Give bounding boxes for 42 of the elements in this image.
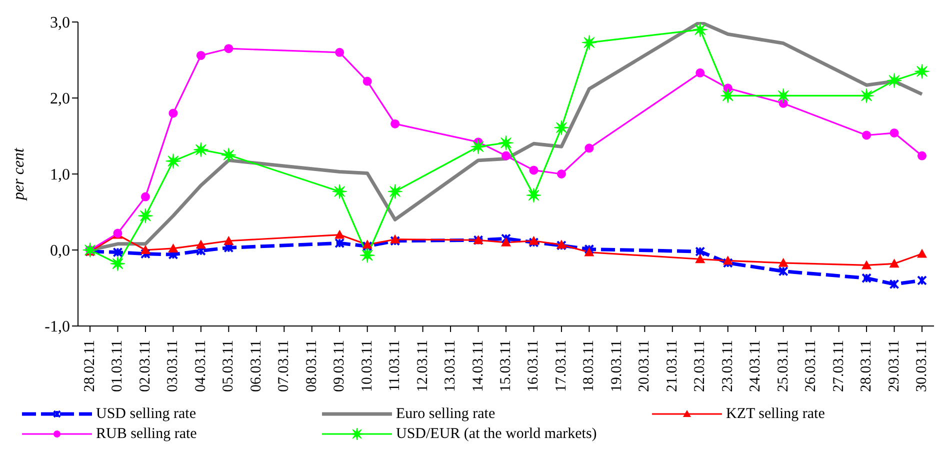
y-tick-label: 0,0	[50, 242, 70, 260]
x-tick-label: 11.03.11	[387, 340, 404, 392]
x-tick-label: 29.03.11	[886, 340, 902, 392]
x-tick-label: 22.03.11	[692, 340, 708, 392]
x-tick-label: 19.03.11	[608, 340, 625, 392]
legend-label: USD/EUR (at the world markets)	[396, 426, 597, 442]
x-tick-label: 14.03.11	[470, 340, 486, 392]
legend-label: USD selling rate	[96, 406, 196, 422]
x-tick-label: 03.03.11	[165, 340, 182, 392]
x-tick-label: 26.03.11	[803, 340, 820, 392]
x-tick-label: 17.03.11	[553, 340, 570, 392]
x-tick-label: 01.03.11	[110, 340, 126, 392]
y-tick-label: 1,0	[50, 166, 70, 184]
x-tick-label: 08.03.11	[304, 340, 320, 392]
x-tick-label: 27.03.11	[830, 340, 847, 392]
x-tick-label: 21.03.11	[664, 340, 680, 392]
x-tick-label: 28.02.11	[82, 340, 98, 392]
x-tick-label: 24.03.11	[748, 340, 764, 392]
x-tick-label: 13.03.11	[442, 340, 459, 392]
y-tick-label: -1,0	[44, 318, 70, 336]
x-tick-label: 10.03.11	[359, 340, 376, 392]
x-tick-label: 04.03.11	[192, 340, 209, 392]
y-axis-title: per cent	[10, 147, 28, 201]
x-tick-label: 12.03.11	[414, 340, 431, 392]
x-tick-label: 25.03.11	[775, 340, 792, 392]
y-tick-label: 2,0	[50, 90, 70, 108]
x-tick-label: 15.03.11	[498, 340, 514, 392]
legend-label: KZT selling rate	[726, 406, 825, 422]
x-tick-label: 16.03.11	[526, 340, 542, 392]
x-tick-label: 05.03.11	[220, 340, 237, 392]
x-tick-label: 30.03.11	[914, 340, 930, 392]
x-tick-label: 23.03.11	[720, 340, 736, 392]
x-tick-label: 20.03.11	[636, 340, 653, 392]
x-tick-label: 02.03.11	[137, 340, 154, 392]
x-tick-label: 06.03.11	[248, 340, 264, 392]
y-tick-label: 3,0	[50, 14, 70, 32]
legend-label: Euro selling rate	[396, 406, 496, 422]
x-tick-label: 18.03.11	[581, 340, 598, 392]
x-tick-label: 28.03.11	[858, 340, 875, 392]
x-tick-label: 09.03.11	[332, 340, 348, 392]
x-tick-label: 07.03.11	[276, 340, 292, 392]
legend-label: RUB selling rate	[96, 426, 197, 442]
